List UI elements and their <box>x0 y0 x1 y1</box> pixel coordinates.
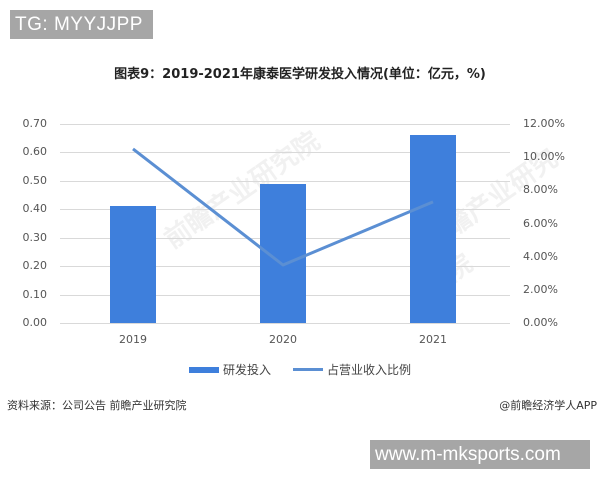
bar-swatch-icon <box>188 366 219 373</box>
gridline <box>60 180 510 182</box>
x-axis-tick: 2019 <box>119 333 147 346</box>
line-series <box>132 147 434 267</box>
ratio-line <box>132 147 434 267</box>
legend-item-bar: 研发投入 <box>188 361 271 378</box>
chart-title: 图表9：2019-2021年康泰医学研发投入情况(单位：亿元，%) <box>114 67 486 82</box>
left-axis-tick: 0.40 <box>22 202 48 216</box>
bar-2021 <box>410 135 456 323</box>
right-axis-tick: 8.00% <box>523 183 558 197</box>
left-axis-tick: 0.50 <box>22 173 48 187</box>
right-axis-tick: 6.00% <box>523 216 558 230</box>
line-swatch-icon <box>293 368 323 371</box>
source-note: 资料来源：公司公告 前瞻产业研究院 <box>7 399 187 412</box>
right-axis-tick: 12.00% <box>523 117 565 130</box>
chart-area: 前瞻产业研究院 前瞻产业研究院 0.70 0.60 0.50 0.40 0.30 0.20… <box>22 117 565 346</box>
legend-label-line: 占营业收入比例 <box>327 363 412 377</box>
legend: 研发投入 占营业收入比例 <box>0 361 600 378</box>
right-axis-tick: 2.00% <box>523 282 558 296</box>
bar-2019 <box>110 206 156 323</box>
x-axis-tick: 2020 <box>269 333 297 346</box>
bottom-tag: www.m-mksports.com <box>370 440 590 469</box>
right-axis-tick: 10.00% <box>523 150 565 164</box>
left-axis-tick: 0.60 <box>22 145 48 159</box>
top-tag: TG: MYYJJPP <box>10 10 153 39</box>
left-axis-tick: 0.00 <box>22 316 48 329</box>
left-axis-tick: 0.20 <box>22 259 48 273</box>
gridline <box>60 124 510 125</box>
left-axis-tick: 0.30 <box>22 230 48 244</box>
right-axis-tick: 4.00% <box>523 249 558 263</box>
gridline <box>60 152 510 154</box>
x-axis-tick: 2021 <box>419 333 447 346</box>
left-axis-tick: 0.70 <box>22 117 48 130</box>
right-axis-tick: 0.00% <box>523 316 558 329</box>
gridline <box>60 323 510 324</box>
left-axis-tick: 0.10 <box>22 287 48 301</box>
legend-item-line: 占营业收入比例 <box>293 361 411 378</box>
legend-label-bar: 研发投入 <box>222 363 271 377</box>
credit-note: @前瞻经济学人APP <box>499 399 597 412</box>
